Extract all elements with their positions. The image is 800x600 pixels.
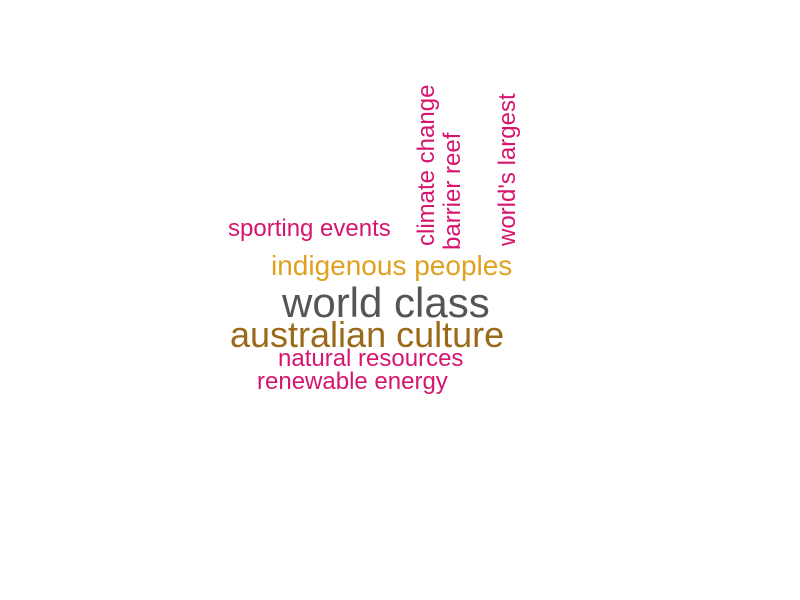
word-natural-resources: natural resources [278,345,464,372]
word-climate-change: climate change [413,84,440,246]
word-worlds-largest: world's largest [494,93,521,246]
word-world-class: world class [282,279,490,326]
word-renewable-energy: renewable energy [257,368,448,395]
word-barrier-reef: barrier reef [439,132,466,250]
word-indigenous-peoples: indigenous peoples [271,250,513,281]
word-australian-culture: australian culture [230,314,505,355]
word-sporting-events: sporting events [228,215,391,242]
